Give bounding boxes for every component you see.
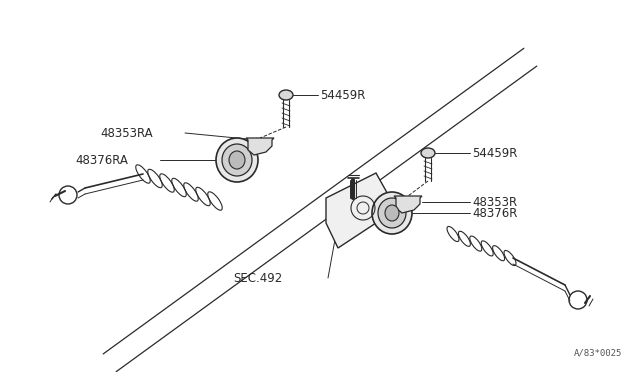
Ellipse shape xyxy=(421,148,435,158)
Polygon shape xyxy=(246,138,274,155)
Polygon shape xyxy=(394,196,422,213)
Text: SEC.492: SEC.492 xyxy=(234,272,283,285)
Ellipse shape xyxy=(279,90,293,100)
Text: 54459R: 54459R xyxy=(320,89,365,102)
Text: 48376RA: 48376RA xyxy=(75,154,128,167)
Text: 54459R: 54459R xyxy=(472,147,517,160)
Text: 48353RA: 48353RA xyxy=(100,126,152,140)
Polygon shape xyxy=(326,173,390,248)
Text: 48376R: 48376R xyxy=(472,206,517,219)
Ellipse shape xyxy=(222,144,252,176)
Text: 48353R: 48353R xyxy=(472,196,517,208)
Ellipse shape xyxy=(216,138,258,182)
Ellipse shape xyxy=(378,198,406,228)
Ellipse shape xyxy=(229,151,245,169)
Ellipse shape xyxy=(385,205,399,221)
Text: A/83*0025: A/83*0025 xyxy=(573,349,622,358)
Ellipse shape xyxy=(372,192,412,234)
